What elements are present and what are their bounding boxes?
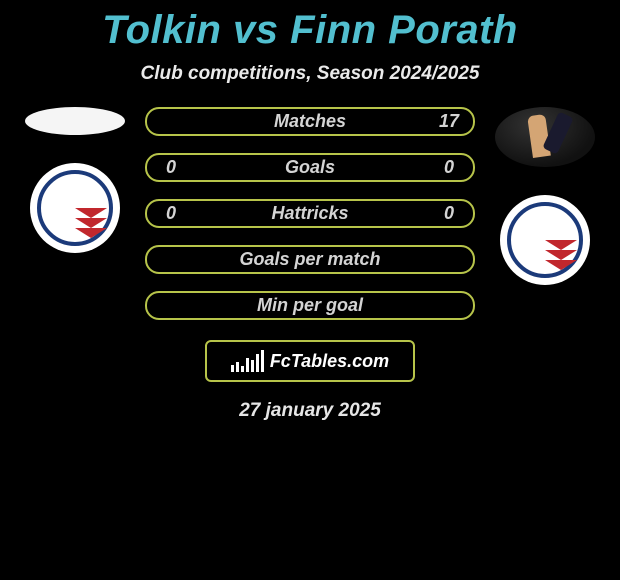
stat-row-gpm: Goals per match bbox=[145, 245, 475, 274]
club-badge-right bbox=[500, 195, 590, 285]
brand-box: FcTables.com bbox=[205, 340, 415, 382]
stat-label: Goals bbox=[183, 157, 437, 178]
left-side bbox=[25, 107, 125, 253]
stat-label: Min per goal bbox=[183, 295, 437, 316]
stat-right-value: 17 bbox=[437, 111, 461, 132]
stat-row-mpg: Min per goal bbox=[145, 291, 475, 320]
stat-left-value: 0 bbox=[159, 203, 183, 224]
stat-label: Matches bbox=[183, 111, 437, 132]
stat-right-value: 0 bbox=[437, 157, 461, 178]
stat-row-goals: 0 Goals 0 bbox=[145, 153, 475, 182]
date-text: 27 january 2025 bbox=[0, 400, 620, 422]
stat-label: Goals per match bbox=[183, 249, 437, 270]
stat-row-matches: Matches 17 bbox=[145, 107, 475, 136]
player-avatar-left bbox=[25, 107, 125, 135]
subtitle: Club competitions, Season 2024/2025 bbox=[0, 63, 620, 85]
player-avatar-right bbox=[495, 107, 595, 167]
right-side bbox=[495, 107, 595, 285]
stat-rows: Matches 17 0 Goals 0 0 Hattricks 0 Goals… bbox=[145, 107, 475, 320]
stat-right-value: 0 bbox=[437, 203, 461, 224]
stat-label: Hattricks bbox=[183, 203, 437, 224]
stat-row-hattricks: 0 Hattricks 0 bbox=[145, 199, 475, 228]
brand-text: FcTables.com bbox=[270, 351, 389, 372]
stat-left-value: 0 bbox=[159, 157, 183, 178]
bars-icon bbox=[231, 350, 264, 372]
page-title: Tolkin vs Finn Porath bbox=[0, 0, 620, 53]
club-badge-left bbox=[30, 163, 120, 253]
comparison-content: Matches 17 0 Goals 0 0 Hattricks 0 Goals… bbox=[0, 107, 620, 320]
